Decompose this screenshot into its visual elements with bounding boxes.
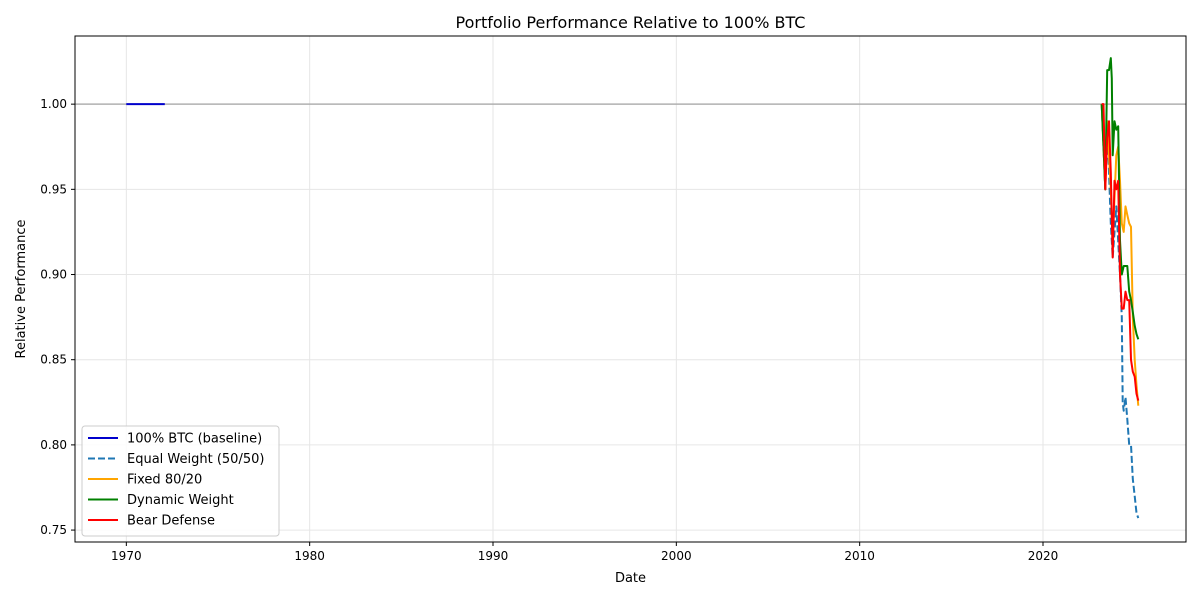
series-layer xyxy=(126,57,1140,519)
chart-title: Portfolio Performance Relative to 100% B… xyxy=(456,13,806,32)
series-line-2 xyxy=(1100,104,1140,519)
legend: 100% BTC (baseline) Equal Weight (50/50) F… xyxy=(81,425,280,537)
x-axis-label: Date xyxy=(615,571,646,586)
series-line-5 xyxy=(1101,103,1140,401)
x-tick-label: 1970 xyxy=(111,549,142,563)
y-tick-label: 0.75 xyxy=(40,523,67,537)
x-tick-label: 2020 xyxy=(1028,549,1059,563)
legend-box xyxy=(81,425,280,537)
legend-label: Fixed 80/20 xyxy=(127,473,202,488)
legend-label: Bear Defense xyxy=(127,514,215,529)
y-tick-label: 0.85 xyxy=(40,353,67,367)
plot-frame xyxy=(74,35,1187,543)
y-axis-ticks: 0.75 0.80 0.85 0.90 0.95 1.00 xyxy=(40,97,75,537)
y-tick-label: 1.00 xyxy=(40,97,67,111)
y-tick-label: 0.90 xyxy=(40,268,67,282)
y-axis-label: Relative Performance xyxy=(14,220,29,359)
x-axis-ticks: 1970 1980 1990 2000 2010 2020 xyxy=(111,542,1058,563)
legend-label: Equal Weight (50/50) xyxy=(127,452,264,467)
x-tick-label: 1990 xyxy=(478,549,509,563)
x-tick-label: 2010 xyxy=(844,549,875,563)
legend-label: 100% BTC (baseline) xyxy=(127,432,262,447)
legend-label: Dynamic Weight xyxy=(127,493,234,508)
x-tick-label: 1980 xyxy=(294,549,325,563)
y-tick-label: 0.80 xyxy=(40,438,67,452)
y-tick-label: 0.95 xyxy=(40,182,67,196)
x-tick-label: 2000 xyxy=(661,549,692,563)
